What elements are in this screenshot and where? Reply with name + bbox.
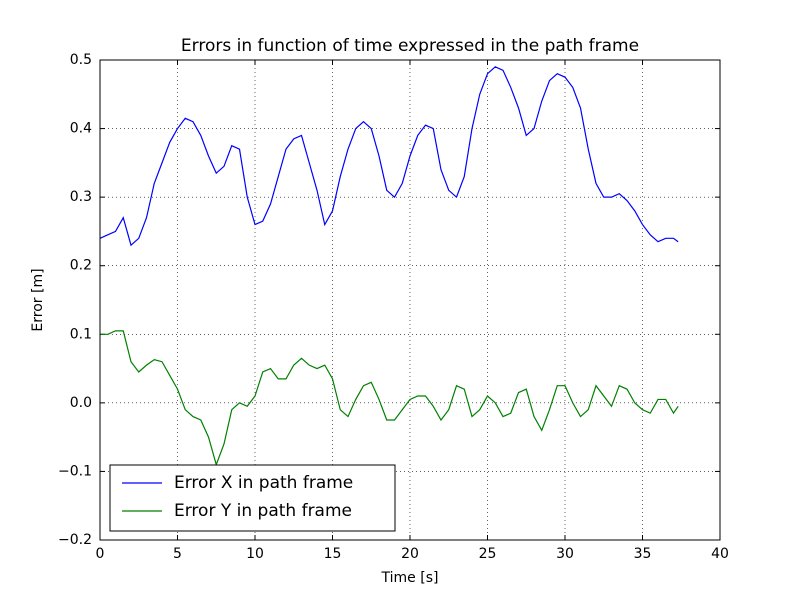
x-tick-label: 40 (711, 546, 729, 562)
legend-label: Error X in path frame (174, 473, 353, 493)
y-tick-label: 0.1 (70, 326, 92, 342)
data-line (100, 330, 679, 467)
y-tick-label: −0.1 (58, 463, 92, 479)
y-axis-label: Error [m] (30, 268, 46, 331)
x-tick-label: 15 (324, 546, 342, 562)
x-tick-label: 25 (479, 546, 497, 562)
y-tick-label: −0.2 (58, 532, 92, 548)
plot-frame (99, 59, 721, 541)
y-tick-label: 0.0 (70, 395, 92, 411)
y-tick-label: 0.3 (70, 189, 92, 205)
y-tick-label: 0.5 (70, 52, 92, 68)
x-tick-label: 0 (96, 546, 105, 562)
chart-title: Errors in function of time expressed in … (181, 36, 639, 56)
y-tick-label: 0.4 (70, 121, 92, 137)
x-tick-label: 5 (173, 546, 182, 562)
legend-box (109, 464, 396, 532)
x-axis-label: Time [s] (381, 570, 439, 586)
x-tick-label: 30 (556, 546, 574, 562)
x-tick-label: 10 (246, 546, 264, 562)
legend-label: Error Y in path frame (174, 501, 352, 521)
data-line (99, 66, 679, 247)
y-tick-label: 0.2 (70, 258, 92, 274)
x-tick-label: 35 (634, 546, 652, 562)
x-tick-label: 20 (401, 546, 419, 562)
